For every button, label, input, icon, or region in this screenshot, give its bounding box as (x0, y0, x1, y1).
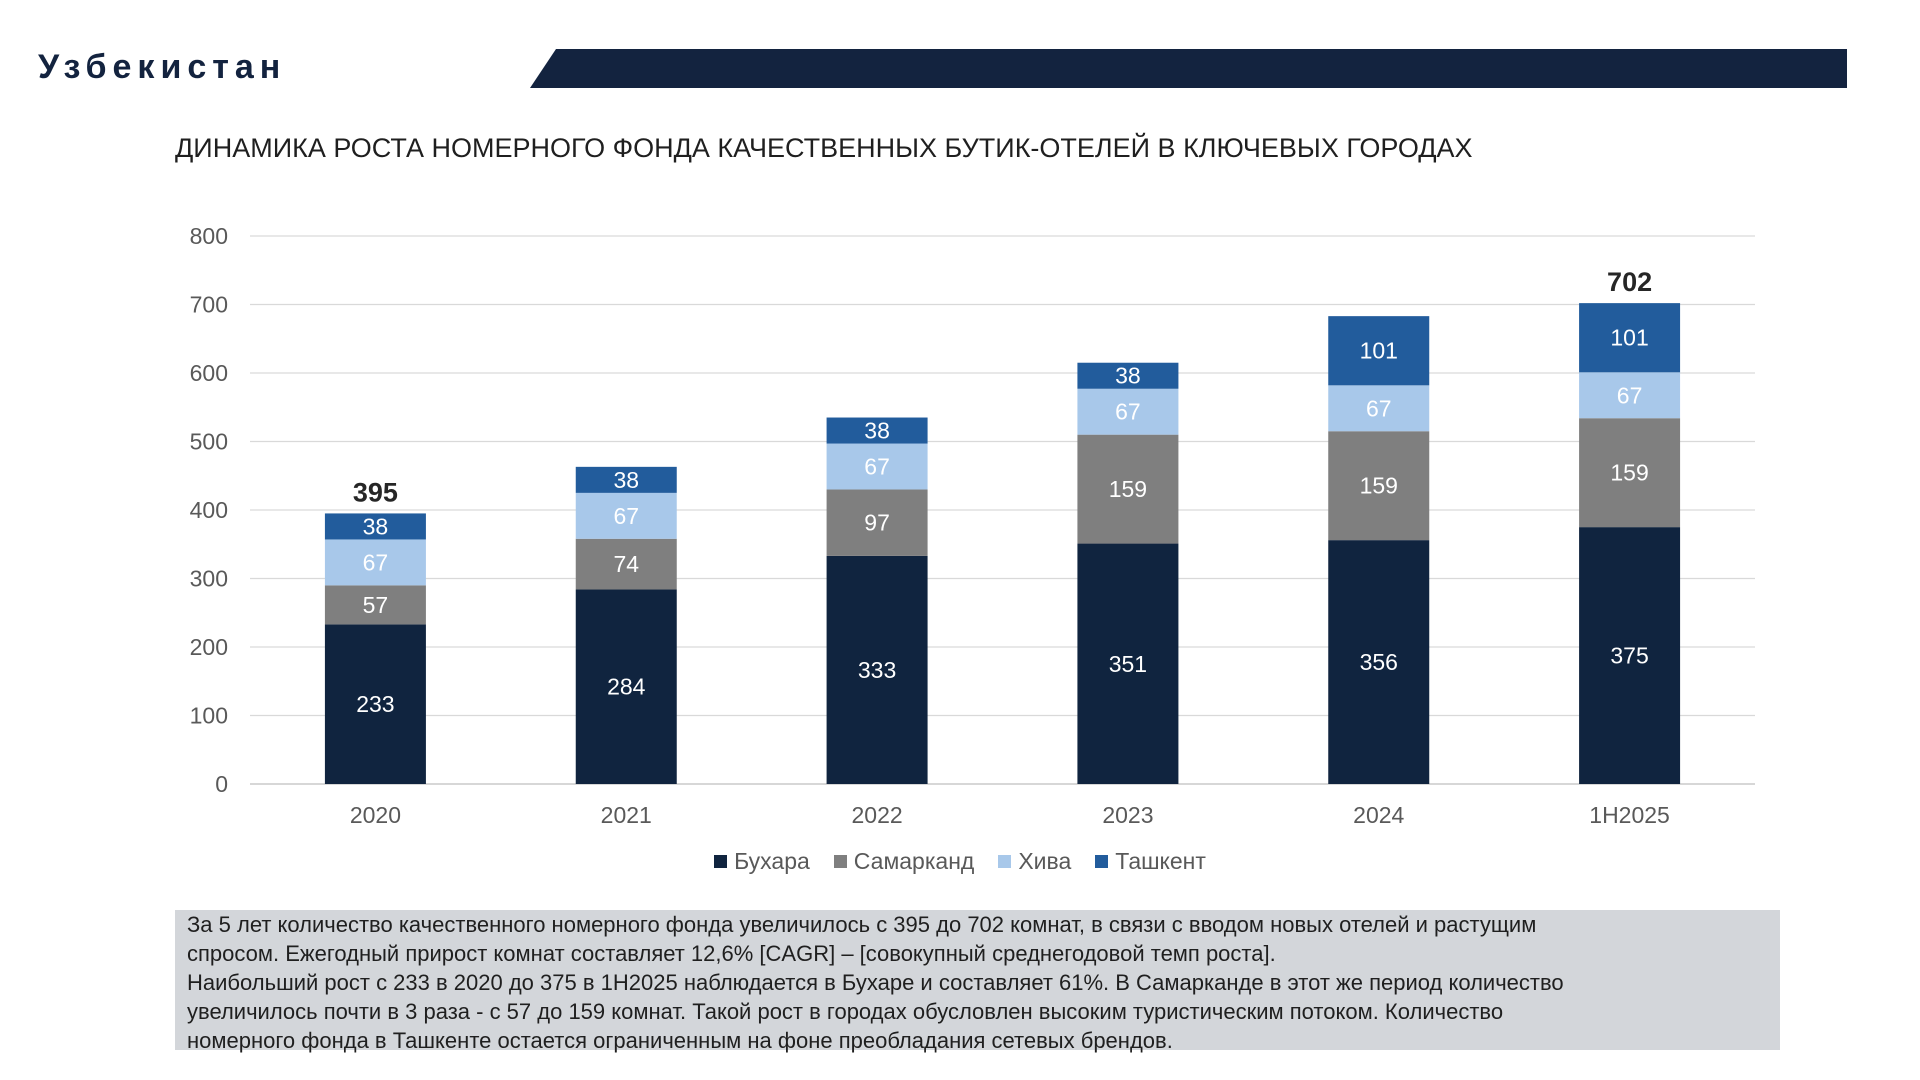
data-label: 333 (858, 657, 896, 683)
legend-label: Самарканд (853, 848, 975, 874)
data-label: 97 (864, 510, 890, 536)
data-label: 74 (613, 551, 639, 577)
bar-segment (1328, 540, 1430, 784)
y-tick-label: 0 (215, 771, 228, 797)
data-label: 38 (864, 418, 890, 444)
data-label: 67 (1115, 399, 1141, 425)
bar-segment (575, 466, 677, 493)
data-label: 67 (1617, 382, 1643, 408)
data-label: 57 (363, 592, 389, 618)
summary-line: За 5 лет количество качественного номерн… (187, 912, 1537, 937)
summary-box: За 5 лет количество качественного номерн… (175, 910, 1780, 1053)
y-tick-label: 700 (190, 292, 228, 318)
bar-segment (1579, 303, 1681, 373)
data-label: 67 (363, 549, 389, 575)
summary-line: Наибольший рост с 233 в 2020 до 375 в 1H… (187, 970, 1564, 995)
y-tick-label: 100 (190, 703, 228, 729)
bar-segment (826, 489, 928, 556)
bar-segment (324, 513, 426, 540)
summary-line: номерного фонда в Ташкенте остается огра… (187, 1028, 1173, 1053)
data-label: 67 (864, 454, 890, 480)
legend-item: Самарканд (833, 848, 975, 875)
bar-segment (575, 589, 677, 784)
data-label: 159 (1109, 476, 1147, 502)
bar-segment (1328, 431, 1430, 541)
bar-segment (324, 585, 426, 625)
bar-segment (575, 538, 677, 590)
x-tick-label: 2023 (1102, 802, 1153, 828)
chart-legend: Бухара Самарканд Хива Ташкент (0, 848, 1920, 875)
total-label: 395 (353, 477, 398, 507)
data-label: 233 (356, 691, 394, 717)
x-tick-label: 2022 (851, 802, 902, 828)
data-label: 284 (607, 674, 646, 700)
bar-segment (1579, 418, 1681, 528)
data-label: 159 (1360, 473, 1398, 499)
y-tick-label: 400 (190, 497, 228, 523)
data-label: 38 (1115, 363, 1141, 389)
header-bar (530, 49, 1847, 88)
summary-line: увеличилось почти в 3 раза - с 57 до 159… (187, 999, 1504, 1024)
legend-label: Хива (1018, 848, 1072, 874)
legend-swatch (1095, 855, 1109, 868)
y-tick-label: 200 (190, 634, 228, 660)
page-title: Узбекистан (38, 48, 287, 86)
bar-segment (826, 443, 928, 490)
legend-label: Бухара (734, 848, 810, 874)
stacked-bar-chart: 0 100 200 300 400 500 600 700 800 233 57 67 38 2020 39… (190, 223, 1755, 828)
legend-label: Ташкент (1115, 848, 1206, 874)
bar-segment (826, 555, 928, 784)
data-label: 101 (1360, 338, 1398, 364)
legend-item: Хива (998, 848, 1071, 875)
y-tick-label: 600 (190, 360, 228, 386)
data-label: 67 (613, 503, 639, 529)
data-label: 356 (1360, 649, 1398, 675)
data-label: 38 (613, 467, 639, 493)
x-tick-label: 2021 (601, 802, 652, 828)
legend-swatch (833, 855, 847, 868)
y-tick-label: 500 (190, 429, 228, 455)
legend-swatch (998, 855, 1012, 868)
data-label: 38 (363, 513, 389, 539)
y-tick-label: 300 (190, 566, 228, 592)
bar-segment (1077, 388, 1179, 435)
x-tick-label: 2020 (350, 802, 401, 828)
bar-segment (1579, 372, 1681, 419)
bar-segment (1328, 316, 1430, 386)
total-label: 702 (1607, 267, 1652, 297)
legend-swatch (714, 855, 728, 868)
bar-segment (1077, 362, 1179, 389)
summary-line: спросом. Ежегодный прирост комнат состав… (187, 941, 1276, 966)
data-label: 101 (1610, 325, 1648, 351)
legend-item: Ташкент (1095, 848, 1206, 875)
bar-segment (324, 539, 426, 586)
bar-segment (1077, 543, 1179, 784)
bar-segment (1328, 385, 1430, 432)
bar-segment (826, 417, 928, 444)
bar-segment (324, 624, 426, 784)
x-tick-label: 1H2025 (1589, 802, 1670, 828)
chart-title: ДИНАМИКА РОСТА НОМЕРНОГО ФОНДА КАЧЕСТВЕН… (175, 133, 1473, 163)
data-label: 351 (1109, 651, 1147, 677)
x-tick-label: 2024 (1353, 802, 1404, 828)
data-label: 159 (1610, 460, 1648, 486)
bar-segment (1077, 434, 1179, 544)
data-label: 67 (1366, 395, 1392, 421)
bar-segment (575, 492, 677, 539)
legend-item: Бухара (714, 848, 810, 875)
data-label: 375 (1610, 643, 1648, 669)
bar-segment (1579, 527, 1681, 784)
y-tick-label: 800 (190, 223, 228, 249)
